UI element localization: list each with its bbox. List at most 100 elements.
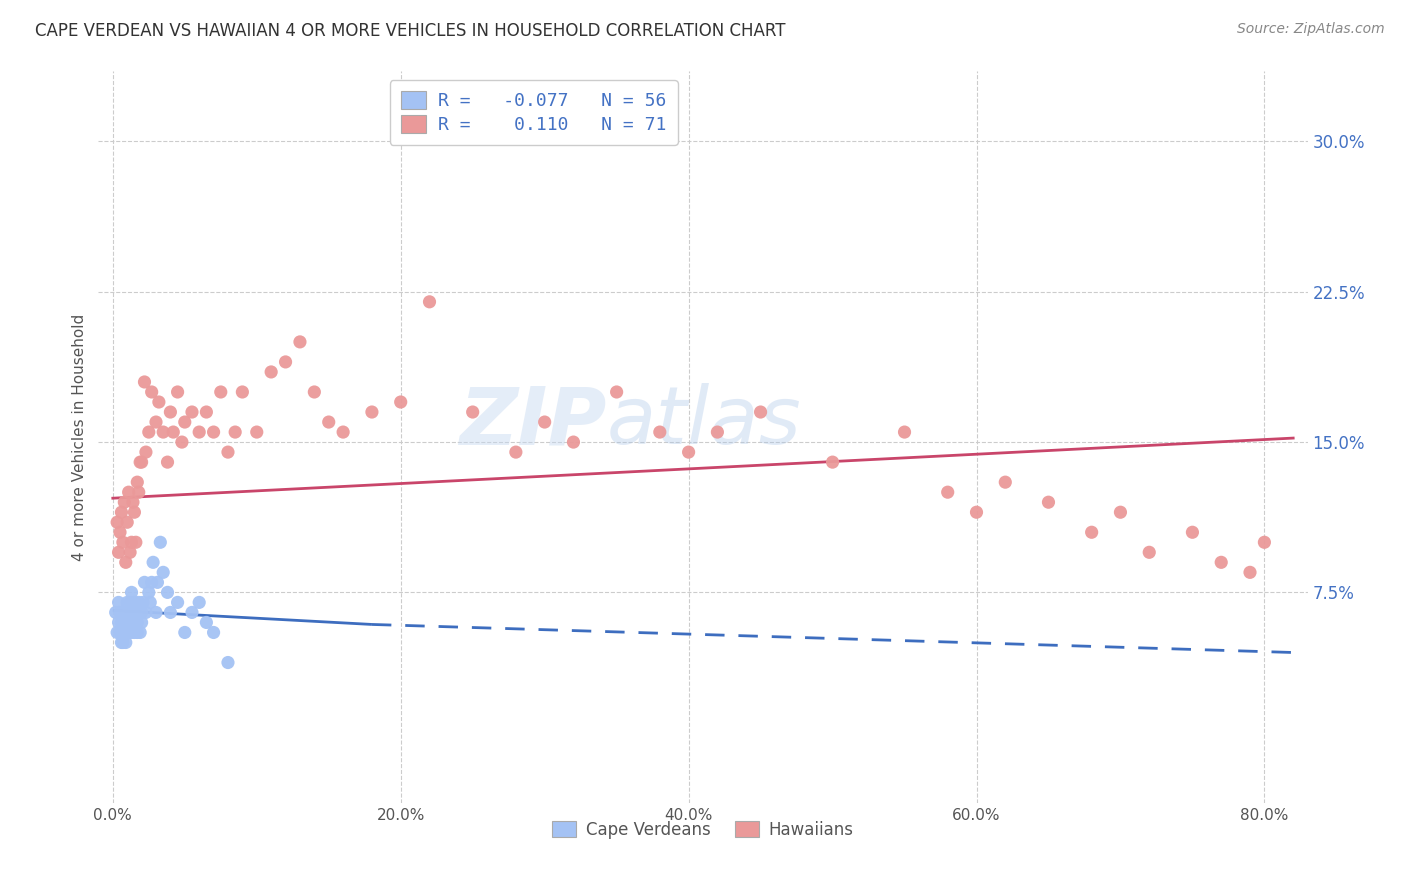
Point bbox=[142, 555, 165, 569]
Point bbox=[1080, 525, 1102, 540]
Point bbox=[121, 535, 143, 549]
Point bbox=[139, 595, 162, 609]
Point bbox=[120, 595, 142, 609]
Point bbox=[104, 606, 127, 620]
Point bbox=[108, 606, 131, 620]
Point bbox=[162, 425, 184, 439]
Point bbox=[1211, 555, 1233, 569]
Point bbox=[1253, 535, 1275, 549]
Point bbox=[114, 606, 136, 620]
Point bbox=[111, 625, 134, 640]
Point bbox=[821, 455, 844, 469]
Point bbox=[121, 585, 143, 599]
Point bbox=[127, 475, 149, 490]
Point bbox=[115, 615, 138, 630]
Point bbox=[173, 415, 195, 429]
Point bbox=[128, 485, 150, 500]
Point bbox=[108, 525, 131, 540]
Point bbox=[156, 455, 179, 469]
Point bbox=[111, 535, 134, 549]
Point bbox=[1181, 525, 1204, 540]
Point bbox=[966, 505, 988, 519]
Point bbox=[202, 625, 225, 640]
Point bbox=[107, 545, 129, 559]
Point bbox=[115, 595, 138, 609]
Point bbox=[936, 485, 959, 500]
Point bbox=[115, 515, 138, 529]
Text: atlas: atlas bbox=[606, 384, 801, 461]
Point bbox=[224, 425, 246, 439]
Point bbox=[246, 425, 269, 439]
Point bbox=[181, 405, 204, 419]
Point bbox=[170, 435, 193, 450]
Point bbox=[159, 606, 181, 620]
Point bbox=[118, 485, 141, 500]
Point bbox=[994, 475, 1017, 490]
Point bbox=[231, 384, 253, 399]
Y-axis label: 4 or more Vehicles in Household: 4 or more Vehicles in Household bbox=[72, 313, 87, 561]
Point bbox=[118, 606, 141, 620]
Point bbox=[141, 384, 163, 399]
Point bbox=[135, 606, 157, 620]
Point bbox=[181, 606, 204, 620]
Point bbox=[318, 415, 340, 429]
Point bbox=[706, 425, 728, 439]
Point bbox=[135, 445, 157, 459]
Point bbox=[149, 535, 172, 549]
Point bbox=[122, 495, 145, 509]
Point bbox=[159, 405, 181, 419]
Point bbox=[107, 595, 129, 609]
Point bbox=[125, 615, 148, 630]
Point bbox=[288, 334, 311, 349]
Point bbox=[156, 585, 179, 599]
Point bbox=[107, 615, 129, 630]
Point bbox=[122, 615, 145, 630]
Point bbox=[217, 445, 239, 459]
Point bbox=[648, 425, 671, 439]
Point bbox=[152, 566, 174, 580]
Point bbox=[141, 575, 163, 590]
Point bbox=[461, 405, 484, 419]
Point bbox=[118, 625, 141, 640]
Point bbox=[127, 625, 149, 640]
Point bbox=[112, 495, 135, 509]
Point bbox=[202, 425, 225, 439]
Point bbox=[114, 555, 136, 569]
Text: CAPE VERDEAN VS HAWAIIAN 4 OR MORE VEHICLES IN HOUSEHOLD CORRELATION CHART: CAPE VERDEAN VS HAWAIIAN 4 OR MORE VEHIC… bbox=[35, 22, 786, 40]
Point bbox=[125, 535, 148, 549]
Text: Source: ZipAtlas.com: Source: ZipAtlas.com bbox=[1237, 22, 1385, 37]
Point bbox=[148, 395, 170, 409]
Point bbox=[188, 425, 211, 439]
Point bbox=[1239, 566, 1261, 580]
Point bbox=[132, 595, 155, 609]
Point bbox=[112, 615, 135, 630]
Point bbox=[120, 545, 142, 559]
Point bbox=[195, 615, 218, 630]
Point bbox=[145, 415, 167, 429]
Point bbox=[166, 384, 188, 399]
Point bbox=[188, 595, 211, 609]
Point bbox=[105, 515, 128, 529]
Point bbox=[128, 606, 150, 620]
Point bbox=[131, 615, 153, 630]
Point bbox=[505, 445, 527, 459]
Point bbox=[304, 384, 326, 399]
Point bbox=[260, 365, 283, 379]
Point bbox=[110, 615, 132, 630]
Point bbox=[209, 384, 232, 399]
Point bbox=[108, 625, 131, 640]
Point bbox=[332, 425, 354, 439]
Point bbox=[361, 405, 384, 419]
Point bbox=[749, 405, 772, 419]
Point bbox=[1137, 545, 1160, 559]
Point bbox=[111, 606, 134, 620]
Text: ZIP: ZIP bbox=[458, 384, 606, 461]
Point bbox=[1038, 495, 1060, 509]
Point bbox=[124, 625, 146, 640]
Point bbox=[145, 606, 167, 620]
Point bbox=[105, 625, 128, 640]
Point bbox=[110, 635, 132, 649]
Point bbox=[893, 425, 915, 439]
Point bbox=[389, 395, 412, 409]
Point bbox=[134, 375, 156, 389]
